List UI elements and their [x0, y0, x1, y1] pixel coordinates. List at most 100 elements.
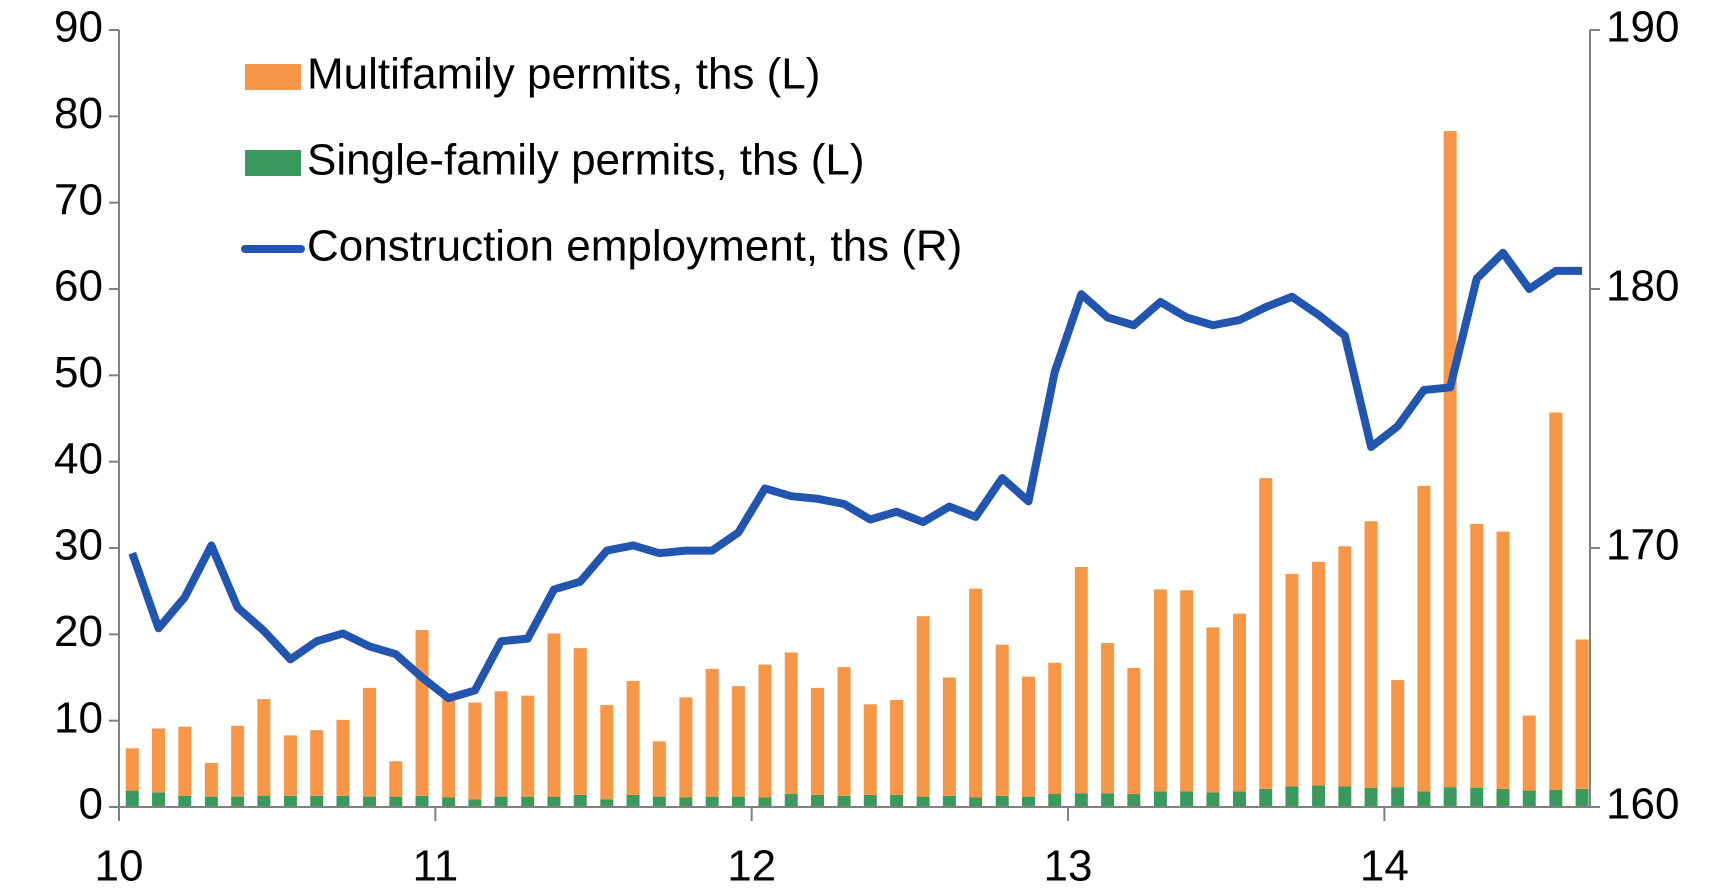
bar: [1338, 546, 1352, 787]
bar: [705, 796, 719, 807]
bar: [1232, 613, 1246, 792]
legend-label: Multifamily permits, ths (L): [307, 50, 820, 99]
bar: [573, 794, 587, 807]
y2-tick-label: 180: [1606, 262, 1679, 311]
bar: [363, 796, 377, 807]
bar: [494, 691, 508, 797]
bar: [389, 761, 403, 797]
bar: [679, 697, 693, 798]
bar: [1021, 796, 1035, 807]
bar: [1364, 788, 1378, 807]
bar: [1417, 485, 1431, 792]
y-tick-label: 0: [79, 780, 103, 829]
y2-tick-label: 190: [1606, 3, 1679, 52]
bar: [1180, 791, 1194, 807]
bar: [626, 794, 640, 807]
bar: [784, 794, 798, 807]
bar: [1127, 668, 1141, 795]
bar: [890, 794, 904, 807]
line: [128, 248, 1583, 703]
bar: [1549, 412, 1563, 790]
bar: [1127, 794, 1141, 807]
bar: [257, 795, 271, 807]
y-tick-label: 90: [54, 3, 103, 52]
bar: [1153, 791, 1167, 807]
bar: [1496, 788, 1510, 807]
bar: [1470, 523, 1484, 789]
y-tick-label: 80: [54, 89, 103, 138]
legend-swatch: [245, 64, 301, 90]
bar: [415, 795, 429, 807]
y-tick-label: 60: [54, 262, 103, 311]
bar: [1417, 791, 1431, 807]
bar: [863, 794, 877, 807]
bar: [468, 702, 482, 800]
bar: [916, 796, 930, 807]
bar: [1285, 786, 1299, 807]
bar: [363, 687, 377, 797]
bar: [1549, 789, 1563, 807]
bar: [152, 728, 166, 793]
bar: [1101, 642, 1115, 794]
bar: [1391, 787, 1405, 807]
bar: [125, 790, 139, 807]
bar: [1259, 788, 1273, 807]
x-tick-label: 11: [413, 842, 459, 889]
bar: [969, 797, 983, 807]
bar: [1074, 566, 1088, 794]
bar: [705, 668, 719, 797]
bar: [1522, 790, 1536, 807]
bar: [1443, 131, 1457, 788]
y2-tick-label: 170: [1606, 521, 1679, 570]
bar: [1364, 521, 1378, 789]
bar: [1206, 792, 1220, 807]
bar: [863, 704, 877, 795]
bar: [1312, 785, 1326, 807]
bar: [1443, 787, 1457, 807]
x-tick-label: 10: [95, 842, 144, 889]
bar: [1338, 786, 1352, 807]
bar: [231, 725, 245, 797]
bar: [652, 741, 666, 797]
bar: [969, 588, 983, 798]
bar: [1470, 788, 1484, 807]
bar: [731, 686, 745, 797]
bar: [204, 796, 218, 807]
bar: [1522, 715, 1536, 791]
bar: [890, 699, 904, 795]
bar: [837, 795, 851, 807]
bar: [1312, 561, 1326, 786]
bar: [1021, 676, 1035, 797]
bar: [942, 677, 956, 796]
legend-label: Construction employment, ths (R): [307, 222, 962, 271]
bar: [1259, 478, 1273, 789]
bar: [1101, 793, 1115, 807]
y-tick-label: 20: [54, 607, 103, 656]
bar: [573, 648, 587, 795]
bar: [810, 794, 824, 807]
bar: [916, 616, 930, 797]
bar: [231, 796, 245, 807]
bar: [468, 799, 482, 807]
bar: [652, 796, 666, 807]
bar: [758, 797, 772, 807]
bar: [731, 796, 745, 807]
bar: [600, 705, 614, 800]
bar: [204, 762, 218, 797]
bar: [152, 792, 166, 807]
legend-label: Single-family permits, ths (L): [307, 136, 864, 185]
bar: [257, 699, 271, 796]
bar: [310, 795, 324, 807]
bar: [521, 796, 535, 807]
bar: [626, 680, 640, 795]
bar: [1496, 531, 1510, 789]
bar: [310, 730, 324, 796]
legend-swatch: [245, 150, 301, 176]
bar: [1285, 573, 1299, 787]
bar: [600, 799, 614, 807]
bar: [1391, 680, 1405, 788]
x-tick-label: 14: [1360, 842, 1409, 889]
bar: [125, 748, 139, 791]
bar: [679, 797, 693, 807]
